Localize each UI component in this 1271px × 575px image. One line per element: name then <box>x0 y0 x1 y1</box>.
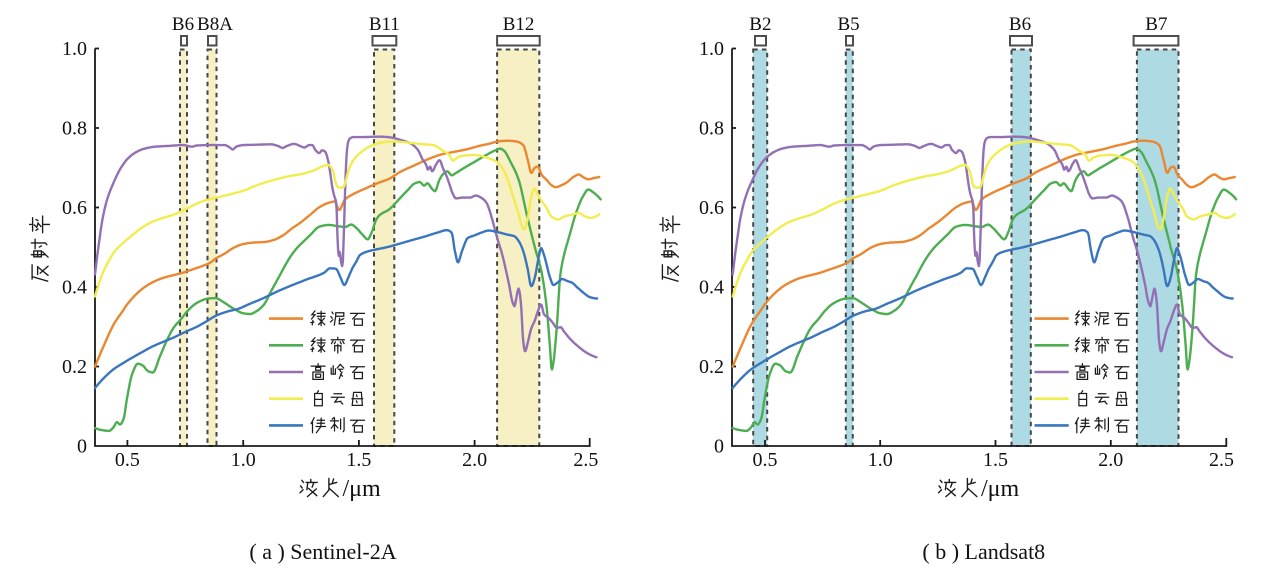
svg-text:1.0: 1.0 <box>699 38 724 60</box>
svg-text:0.6: 0.6 <box>62 197 87 219</box>
svg-text:1.5: 1.5 <box>346 449 371 471</box>
svg-text:0.4: 0.4 <box>62 277 87 299</box>
svg-text:0.5: 0.5 <box>753 449 778 471</box>
svg-text:0.8: 0.8 <box>62 118 87 140</box>
svg-text:( a ) Sentinel-2A: ( a ) Sentinel-2A <box>249 539 396 564</box>
svg-text:0.8: 0.8 <box>699 118 724 140</box>
svg-text:0.2: 0.2 <box>62 356 87 378</box>
svg-text:B11: B11 <box>369 14 400 35</box>
svg-text:0.2: 0.2 <box>699 356 724 378</box>
svg-text:0.5: 0.5 <box>115 449 140 471</box>
svg-text:0.4: 0.4 <box>699 277 724 299</box>
svg-text:0.6: 0.6 <box>699 197 724 219</box>
svg-text:1.0: 1.0 <box>868 449 893 471</box>
svg-text:0: 0 <box>77 436 87 458</box>
svg-text:1.0: 1.0 <box>231 449 256 471</box>
svg-text:B6: B6 <box>172 14 194 35</box>
svg-text:B7: B7 <box>1145 14 1167 35</box>
svg-text:1.0: 1.0 <box>62 38 87 60</box>
svg-text:B2: B2 <box>749 14 771 35</box>
svg-text:B5: B5 <box>838 14 860 35</box>
svg-text:2.0: 2.0 <box>1098 449 1123 471</box>
svg-text:2.5: 2.5 <box>573 449 598 471</box>
svg-text:B8A: B8A <box>197 14 233 35</box>
svg-text:B12: B12 <box>503 14 535 35</box>
svg-text:/μm: /μm <box>981 476 1020 502</box>
svg-text:/μm: /μm <box>343 476 382 502</box>
svg-text:2.5: 2.5 <box>1209 449 1234 471</box>
svg-text:0: 0 <box>714 436 724 458</box>
svg-text:B6: B6 <box>1009 14 1031 35</box>
svg-text:1.5: 1.5 <box>983 449 1008 471</box>
svg-text:( b ) Landsat8: ( b ) Landsat8 <box>922 539 1045 564</box>
svg-text:2.0: 2.0 <box>462 449 487 471</box>
